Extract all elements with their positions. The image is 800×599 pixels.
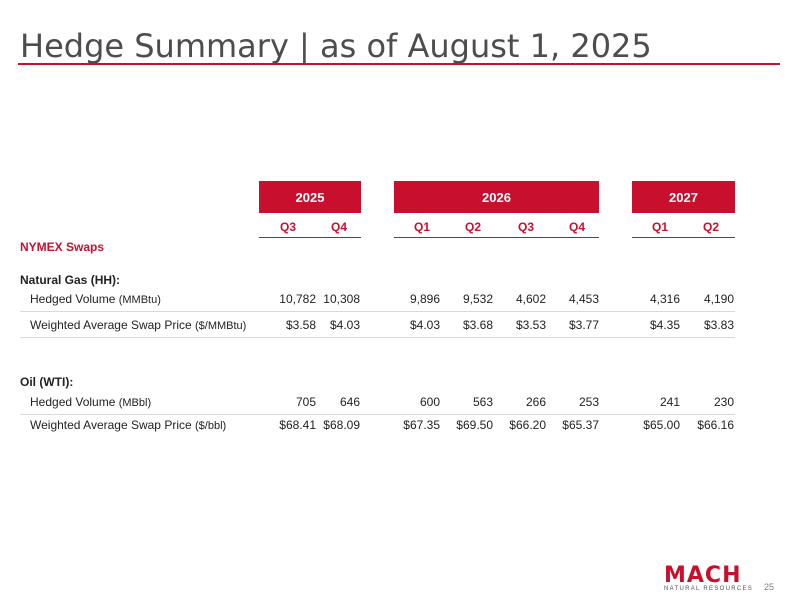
table-cell: $3.58 bbox=[285, 318, 316, 332]
table-cell: $3.68 bbox=[462, 318, 493, 332]
section-oil: Oil (WTI): bbox=[20, 375, 74, 389]
row-label-gas-volume: Hedged Volume (MMBtu) bbox=[30, 292, 161, 306]
table-cell: $65.37 bbox=[562, 418, 599, 432]
row-divider bbox=[20, 337, 735, 338]
table-cell: 4,190 bbox=[703, 292, 734, 306]
table-cell: 600 bbox=[419, 395, 440, 409]
table-cell: $3.77 bbox=[568, 318, 599, 332]
table-cell: 4,316 bbox=[649, 292, 680, 306]
table-cell: $68.09 bbox=[323, 418, 360, 432]
quarter-header: Q2 bbox=[464, 220, 481, 234]
table-cell: $68.41 bbox=[279, 418, 316, 432]
section-natural-gas: Natural Gas (HH): bbox=[20, 273, 121, 287]
table-cell: 266 bbox=[525, 395, 546, 409]
row-divider bbox=[20, 414, 735, 415]
table-cell: $3.83 bbox=[703, 318, 734, 332]
row-label-oil-price: Weighted Average Swap Price ($/bbl) bbox=[30, 418, 227, 432]
table-cell: 253 bbox=[578, 395, 599, 409]
table-cell: $3.53 bbox=[515, 318, 546, 332]
table-cell: $4.03 bbox=[409, 318, 440, 332]
table-cell: 4,453 bbox=[568, 292, 599, 306]
quarter-header: Q1 bbox=[413, 220, 430, 234]
quarter-underline bbox=[259, 237, 361, 238]
row-label-gas-price: Weighted Average Swap Price ($/MMBtu) bbox=[30, 318, 247, 332]
quarter-underline bbox=[394, 237, 599, 238]
table-cell: 9,532 bbox=[462, 292, 493, 306]
table-cell: $69.50 bbox=[456, 418, 493, 432]
logo-wordmark: MACH bbox=[664, 563, 742, 588]
table-cell: 705 bbox=[295, 395, 316, 409]
table-cell: $66.16 bbox=[697, 418, 734, 432]
year-header-2027: 2027 bbox=[632, 181, 735, 213]
table-cell: 230 bbox=[713, 395, 734, 409]
table-cell: 10,782 bbox=[279, 292, 316, 306]
logo-subtitle: NATURAL RESOURCES bbox=[664, 586, 754, 592]
table-cell: $4.03 bbox=[329, 318, 360, 332]
quarter-header: Q4 bbox=[330, 220, 347, 234]
page-title: Hedge Summary | as of August 1, 2025 bbox=[20, 27, 652, 65]
mach-logo: MACH NATURAL RESOURCES bbox=[664, 563, 753, 592]
year-header-2025: 2025 bbox=[259, 181, 361, 213]
table-cell: 10,308 bbox=[323, 292, 360, 306]
quarter-header: Q4 bbox=[568, 220, 585, 234]
table-cell: $4.35 bbox=[649, 318, 680, 332]
table-cell: $65.00 bbox=[643, 418, 680, 432]
table-cell: 241 bbox=[659, 395, 680, 409]
page-number: 25 bbox=[764, 582, 775, 592]
year-header-2026: 2026 bbox=[394, 181, 599, 213]
quarter-underline bbox=[632, 237, 735, 238]
row-divider bbox=[20, 311, 735, 312]
table-cell: 646 bbox=[339, 395, 360, 409]
table-cell: $66.20 bbox=[509, 418, 546, 432]
quarter-header: Q1 bbox=[651, 220, 668, 234]
quarter-header: Q3 bbox=[279, 220, 296, 234]
table-cell: 4,602 bbox=[515, 292, 546, 306]
quarter-header: Q3 bbox=[517, 220, 534, 234]
row-label-oil-volume: Hedged Volume (MBbl) bbox=[30, 395, 152, 409]
table-cell: 9,896 bbox=[409, 292, 440, 306]
table-cell: $67.35 bbox=[403, 418, 440, 432]
quarter-header: Q2 bbox=[702, 220, 719, 234]
title-divider bbox=[18, 63, 780, 65]
table-cell: 563 bbox=[472, 395, 493, 409]
section-nymex-swaps: NYMEX Swaps bbox=[20, 240, 105, 254]
